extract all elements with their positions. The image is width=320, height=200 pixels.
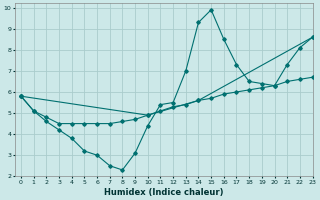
X-axis label: Humidex (Indice chaleur): Humidex (Indice chaleur): [104, 188, 223, 197]
